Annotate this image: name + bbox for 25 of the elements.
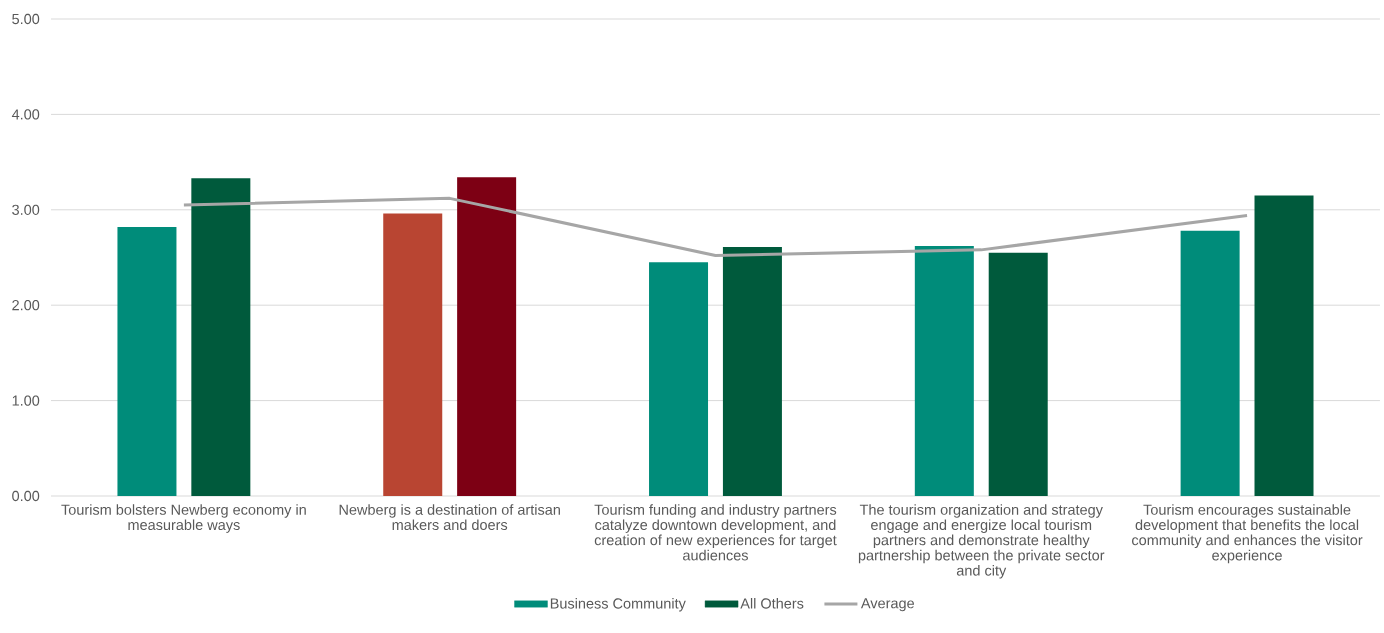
x-tick-label: Tourism funding and industry partners catalyze downtown development, and creation of new experiences for target audiences (594, 504, 837, 561)
y-tick-label: 2.00 (12, 300, 40, 311)
bar (914, 246, 974, 496)
bar (649, 262, 709, 496)
legend-label: Average (860, 598, 914, 612)
y-tick-label: 0.00 (12, 490, 40, 502)
y-tick-label: 4.00 (11, 109, 40, 120)
y-tick-label: 5.00 (12, 13, 40, 25)
bar (191, 178, 251, 496)
y-tick-label: 3.00 (12, 204, 40, 215)
bar (117, 226, 177, 496)
bar (383, 213, 443, 496)
bar (722, 247, 782, 496)
bar (1254, 195, 1314, 496)
line-series (182, 196, 1249, 258)
bar (457, 177, 517, 496)
bar (988, 252, 1048, 496)
x-tick-label: Tourism bolsters Newberg economy in measurable ways (61, 504, 306, 533)
x-tick-label: The tourism organization and strategy engage and energize local tourism partners and demonstrate healthy partnership between the private sector and city (858, 504, 1105, 579)
legend-label: All Others (740, 597, 804, 609)
y-tick-label: 1.00 (12, 395, 40, 406)
x-tick-label: Tourism encourages sustainable development that benefits the local community and enhances the visitor experience (1132, 504, 1363, 564)
bar (1180, 230, 1240, 496)
x-tick-label: Newberg is a destination of artisan makers and doers (339, 504, 560, 531)
legend-label: Business Community (550, 597, 686, 612)
